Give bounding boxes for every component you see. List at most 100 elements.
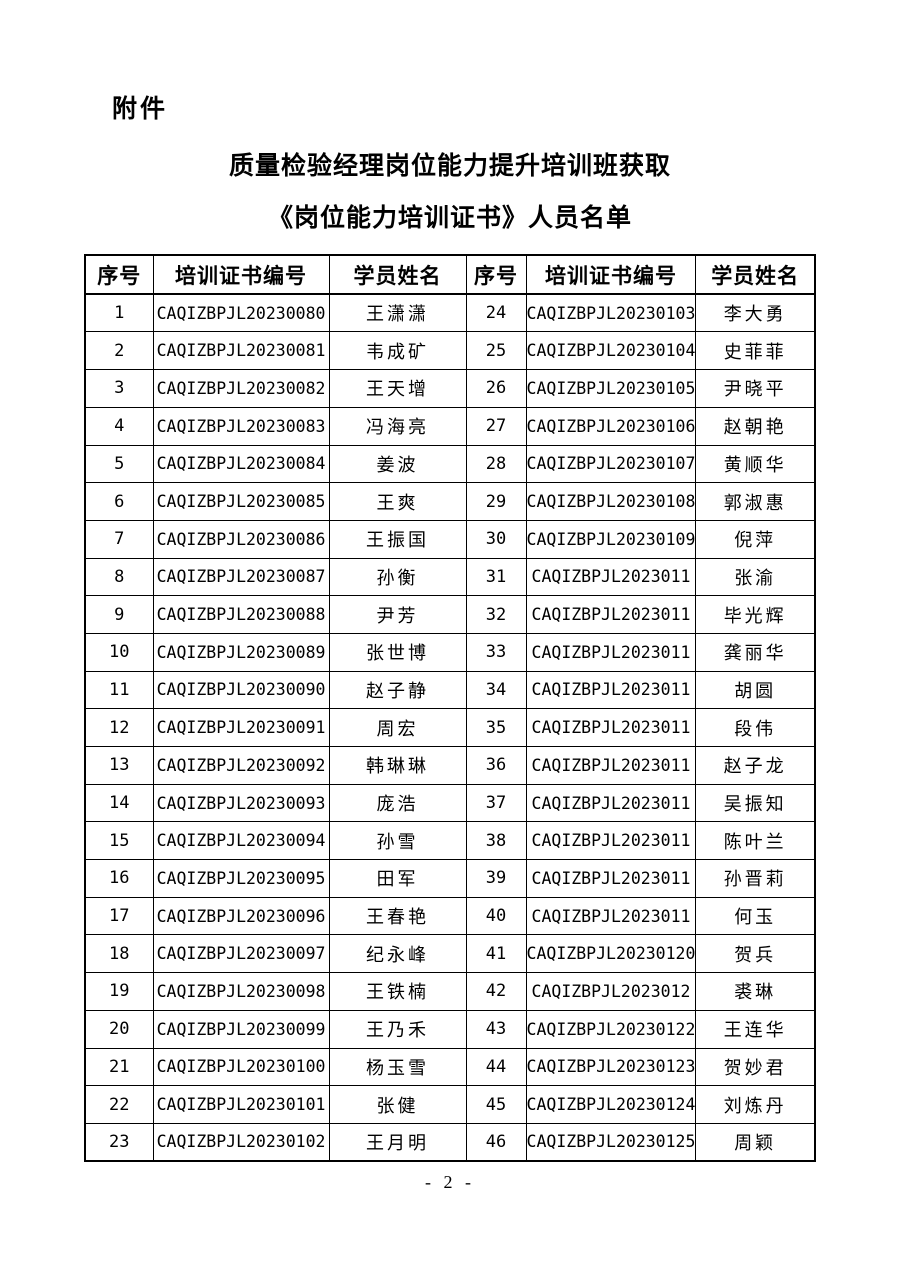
certificate-number-cell: CAQIZBPJL20230125	[525, 1122, 697, 1162]
index-cell: 3	[84, 369, 154, 408]
student-name-cell: 韩琳琳	[328, 746, 467, 785]
certificate-number-cell: CAQIZBPJL2023011	[525, 896, 697, 936]
student-name-cell: 王乃禾	[328, 1009, 467, 1049]
certificate-number-cell: CAQIZBPJL2023011	[525, 557, 697, 597]
student-name-cell: 姜波	[328, 444, 467, 484]
certificate-number-cell: CAQIZBPJL20230109	[525, 519, 697, 559]
certificate-number-cell: CAQIZBPJL2023011	[525, 708, 697, 747]
student-name-cell: 尹芳	[328, 595, 467, 634]
index-cell: 44	[465, 1047, 527, 1087]
table-row: 9 CAQIZBPJL20230088 尹芳 32 CAQIZBPJL2023011 毕光…	[84, 595, 816, 634]
certificate-number-cell: CAQIZBPJL20230103	[525, 293, 697, 333]
table-row: 22 CAQIZBPJL20230101 张健 45 CAQIZBPJL20230124…	[84, 1085, 816, 1124]
student-name-cell: 段伟	[695, 708, 816, 747]
index-cell: 6	[84, 482, 154, 521]
student-name-cell: 周宏	[328, 708, 467, 747]
certificate-number-cell: CAQIZBPJL20230084	[152, 444, 330, 484]
index-cell: 29	[465, 482, 527, 521]
certificate-number-cell: CAQIZBPJL20230085	[152, 482, 330, 521]
index-cell: 25	[465, 331, 527, 371]
certificate-number-cell: CAQIZBPJL20230108	[525, 482, 697, 521]
table-row: 19 CAQIZBPJL20230098 王铁楠 42 CAQIZBPJL2023012…	[84, 972, 816, 1011]
index-cell: 1	[84, 293, 154, 333]
student-name-cell: 王月明	[328, 1122, 467, 1162]
index-cell: 23	[84, 1122, 154, 1162]
index-cell: 26	[465, 369, 527, 408]
certificate-number-cell: CAQIZBPJL20230106	[525, 406, 697, 446]
index-cell: 2	[84, 331, 154, 371]
index-cell: 17	[84, 896, 154, 936]
certificate-number-cell: CAQIZBPJL20230098	[152, 972, 330, 1011]
student-name-cell: 毕光辉	[695, 595, 816, 634]
index-cell: 37	[465, 783, 527, 823]
document-title-line1: 质量检验经理岗位能力提升培训班获取	[228, 152, 671, 180]
table-row: 23 CAQIZBPJL20230102 王月明 46 CAQIZBPJL2023012…	[84, 1122, 816, 1162]
student-name-cell: 尹晓平	[695, 369, 816, 408]
roster-table: 序号 培训证书编号 学员姓名 序号 培训证书编号 学员姓名 1 CAQIZBPJL20230…	[84, 254, 816, 1163]
certificate-number-cell: CAQIZBPJL20230104	[525, 331, 697, 371]
certificate-number-cell: CAQIZBPJL2023011	[525, 821, 697, 861]
index-cell: 16	[84, 859, 154, 898]
index-cell: 46	[465, 1122, 527, 1162]
index-cell: 39	[465, 859, 527, 898]
index-cell: 14	[84, 783, 154, 823]
table-row: 6 CAQIZBPJL20230085 王爽 29 CAQIZBPJL20230108 郭…	[84, 482, 816, 521]
student-name-cell: 刘炼丹	[695, 1085, 816, 1124]
certificate-number-cell: CAQIZBPJL20230091	[152, 708, 330, 747]
student-name-cell: 孙雪	[328, 821, 467, 861]
table-body: 1 CAQIZBPJL20230080 王潇潇 24 CAQIZBPJL20230103…	[84, 293, 816, 1162]
student-name-cell: 赵子龙	[695, 746, 816, 785]
index-cell: 36	[465, 746, 527, 785]
column-header: 培训证书编号	[152, 254, 330, 296]
student-name-cell: 黄顺华	[695, 444, 816, 484]
index-cell: 18	[84, 934, 154, 974]
index-cell: 27	[465, 406, 527, 446]
table-row: 5 CAQIZBPJL20230084 姜波 28 CAQIZBPJL20230107 黄…	[84, 444, 816, 484]
index-cell: 8	[84, 557, 154, 597]
student-name-cell: 张健	[328, 1085, 467, 1124]
index-cell: 24	[465, 293, 527, 333]
column-header: 序号	[465, 254, 527, 296]
certificate-number-cell: CAQIZBPJL2023011	[525, 783, 697, 823]
student-name-cell: 韦成矿	[328, 331, 467, 371]
certificate-number-cell: CAQIZBPJL20230124	[525, 1085, 697, 1124]
index-cell: 22	[84, 1085, 154, 1124]
certificate-number-cell: CAQIZBPJL20230123	[525, 1047, 697, 1087]
index-cell: 33	[465, 632, 527, 672]
table-row: 7 CAQIZBPJL20230086 王振国 30 CAQIZBPJL20230109…	[84, 519, 816, 559]
certificate-number-cell: CAQIZBPJL20230096	[152, 896, 330, 936]
student-name-cell: 冯海亮	[328, 406, 467, 446]
student-name-cell: 王爽	[328, 482, 467, 521]
index-cell: 9	[84, 595, 154, 634]
certificate-number-cell: CAQIZBPJL20230120	[525, 934, 697, 974]
page-number: - 2 -	[425, 1172, 475, 1193]
certificate-number-cell: CAQIZBPJL2023011	[525, 670, 697, 710]
index-cell: 30	[465, 519, 527, 559]
certificate-number-cell: CAQIZBPJL2023011	[525, 632, 697, 672]
index-cell: 34	[465, 670, 527, 710]
student-name-cell: 贺妙君	[695, 1047, 816, 1087]
student-name-cell: 胡圆	[695, 670, 816, 710]
certificate-number-cell: CAQIZBPJL20230089	[152, 632, 330, 672]
student-name-cell: 赵朝艳	[695, 406, 816, 446]
certificate-number-cell: CAQIZBPJL20230088	[152, 595, 330, 634]
certificate-number-cell: CAQIZBPJL20230080	[152, 293, 330, 333]
table-row: 17 CAQIZBPJL20230096 王春艳 40 CAQIZBPJL2023011…	[84, 896, 816, 936]
certificate-number-cell: CAQIZBPJL20230086	[152, 519, 330, 559]
student-name-cell: 李大勇	[695, 293, 816, 333]
student-name-cell: 张渝	[695, 557, 816, 597]
table-row: 14 CAQIZBPJL20230093 庞浩 37 CAQIZBPJL2023011 吴…	[84, 783, 816, 823]
index-cell: 5	[84, 444, 154, 484]
index-cell: 15	[84, 821, 154, 861]
index-cell: 10	[84, 632, 154, 672]
student-name-cell: 孙晋莉	[695, 859, 816, 898]
student-name-cell: 庞浩	[328, 783, 467, 823]
index-cell: 38	[465, 821, 527, 861]
table-row: 13 CAQIZBPJL20230092 韩琳琳 36 CAQIZBPJL2023011…	[84, 746, 816, 785]
student-name-cell: 何玉	[695, 896, 816, 936]
index-cell: 41	[465, 934, 527, 974]
student-name-cell: 王振国	[328, 519, 467, 559]
certificate-number-cell: CAQIZBPJL20230101	[152, 1085, 330, 1124]
table-row: 2 CAQIZBPJL20230081 韦成矿 25 CAQIZBPJL20230104…	[84, 331, 816, 371]
